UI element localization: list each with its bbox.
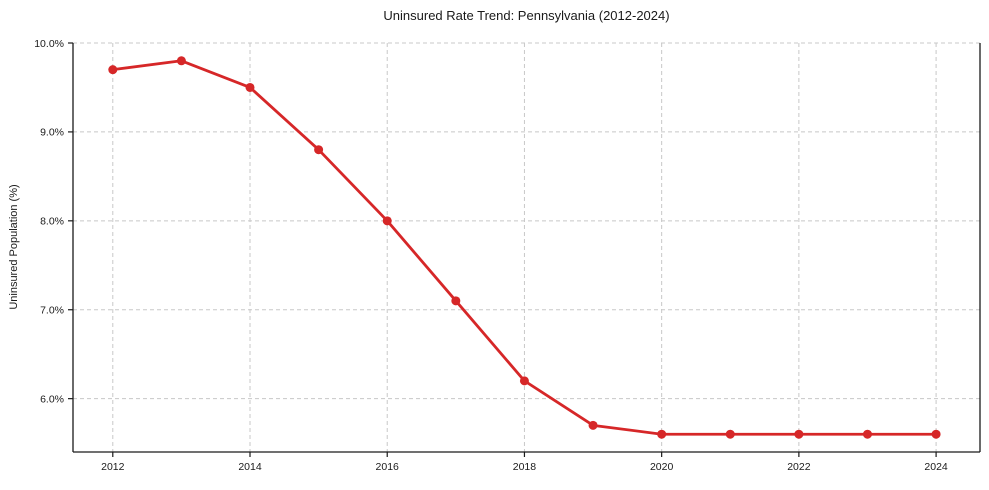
y-tick-label: 9.0% [40, 127, 64, 139]
y-tick-label: 8.0% [40, 216, 64, 228]
x-tick-label: 2012 [101, 461, 125, 473]
x-tick-label: 2016 [376, 461, 400, 473]
data-point-2013 [176, 56, 186, 66]
data-point-2018 [519, 376, 529, 386]
y-tick-label: 6.0% [40, 393, 64, 405]
data-point-2016 [382, 216, 392, 226]
y-tick-label: 7.0% [40, 305, 64, 317]
data-point-2012 [108, 65, 118, 75]
x-tick-label: 2022 [787, 461, 811, 473]
x-tick-label: 2020 [650, 461, 674, 473]
data-point-2024 [931, 429, 941, 439]
data-point-2021 [725, 429, 735, 439]
data-point-2022 [794, 429, 804, 439]
chart-title: Uninsured Rate Trend: Pennsylvania (2012… [383, 8, 670, 23]
y-tick-label: 10.0% [34, 38, 64, 50]
data-point-2019 [588, 420, 598, 430]
data-point-2017 [451, 296, 461, 306]
data-point-2014 [245, 82, 255, 92]
y-axis-label: Uninsured Population (%) [8, 184, 20, 310]
x-tick-label: 2024 [924, 461, 948, 473]
x-tick-label: 2018 [513, 461, 537, 473]
data-point-2015 [314, 145, 324, 155]
x-tick-label: 2014 [238, 461, 262, 473]
data-point-2020 [657, 429, 667, 439]
data-point-2023 [862, 429, 872, 439]
